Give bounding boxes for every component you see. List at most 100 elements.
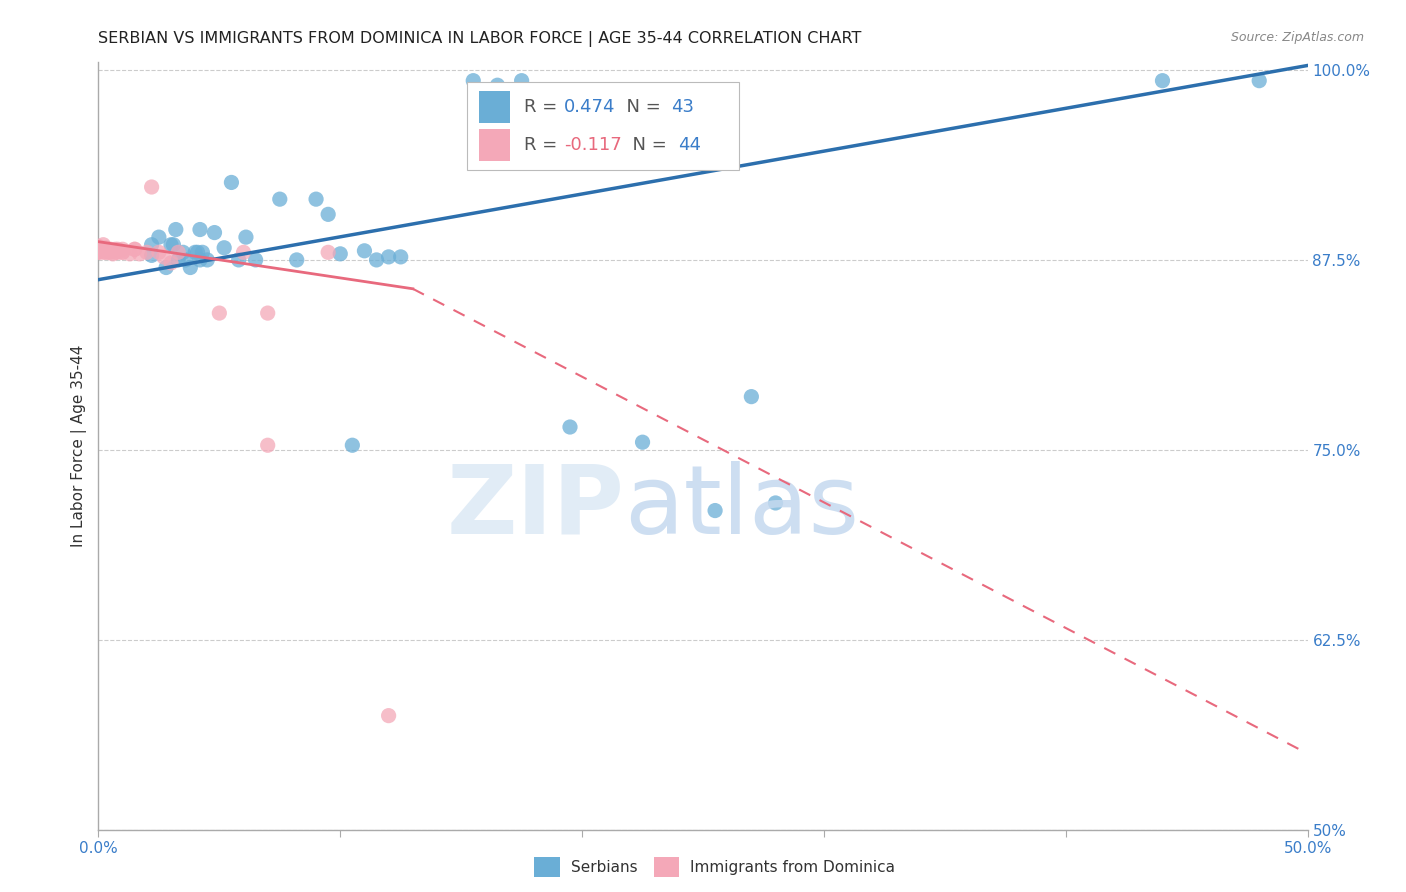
- Point: [100, 245, 122, 260]
- Point: [160, 237, 183, 252]
- Point: [740, 390, 762, 404]
- Point: [631, 435, 654, 450]
- Text: R =: R =: [524, 98, 562, 116]
- Point: [94, 245, 117, 260]
- Point: [172, 245, 194, 260]
- Point: [245, 252, 267, 267]
- Point: [486, 78, 509, 93]
- Text: 43: 43: [672, 98, 695, 116]
- Point: [305, 192, 328, 206]
- Point: [118, 247, 141, 261]
- Point: [316, 207, 339, 221]
- Point: [765, 496, 787, 510]
- Point: [100, 244, 122, 258]
- Text: Source: ZipAtlas.com: Source: ZipAtlas.com: [1230, 31, 1364, 45]
- Point: [195, 252, 218, 267]
- Point: [107, 242, 129, 256]
- Point: [704, 503, 727, 517]
- Point: [366, 252, 388, 267]
- Point: [91, 242, 114, 256]
- Text: N =: N =: [614, 98, 666, 116]
- Text: ZIP: ZIP: [447, 461, 624, 554]
- Text: 0.474: 0.474: [564, 98, 616, 116]
- Point: [87, 239, 110, 253]
- Point: [316, 245, 339, 260]
- Point: [558, 420, 581, 434]
- Text: R =: R =: [524, 136, 562, 154]
- Point: [208, 306, 231, 320]
- Point: [100, 242, 122, 256]
- Point: [91, 245, 114, 260]
- Point: [353, 244, 375, 258]
- FancyBboxPatch shape: [467, 81, 740, 169]
- Point: [135, 245, 157, 260]
- Point: [111, 245, 134, 260]
- Point: [104, 245, 127, 260]
- Point: [94, 241, 117, 255]
- Point: [463, 73, 485, 87]
- Point: [87, 241, 110, 255]
- Point: [160, 256, 183, 270]
- Point: [141, 248, 163, 262]
- Point: [256, 438, 278, 452]
- Point: [155, 260, 177, 275]
- Point: [329, 247, 352, 261]
- Text: 44: 44: [678, 136, 700, 154]
- Point: [162, 237, 184, 252]
- Point: [188, 222, 211, 236]
- Point: [188, 252, 211, 267]
- Point: [228, 252, 250, 267]
- Point: [124, 242, 146, 256]
- Point: [87, 244, 110, 258]
- Point: [179, 260, 201, 275]
- Point: [148, 245, 170, 260]
- Point: [212, 241, 235, 255]
- Y-axis label: In Labor Force | Age 35-44: In Labor Force | Age 35-44: [72, 345, 87, 547]
- Point: [1152, 73, 1174, 87]
- Point: [184, 245, 207, 260]
- Point: [152, 250, 174, 264]
- Point: [232, 245, 254, 260]
- Text: Serbians: Serbians: [571, 860, 637, 874]
- Point: [124, 242, 146, 256]
- Point: [167, 252, 190, 267]
- Point: [91, 237, 114, 252]
- Point: [111, 242, 134, 256]
- Point: [111, 245, 134, 260]
- Point: [187, 245, 209, 260]
- Point: [101, 247, 124, 261]
- Point: [87, 242, 110, 256]
- Point: [221, 176, 243, 190]
- Point: [87, 242, 110, 256]
- Point: [87, 242, 110, 256]
- Point: [510, 73, 533, 87]
- Point: [141, 180, 163, 194]
- Text: Immigrants from Dominica: Immigrants from Dominica: [690, 860, 896, 874]
- Point: [87, 245, 110, 260]
- Point: [148, 230, 170, 244]
- Point: [174, 252, 197, 267]
- Point: [141, 237, 163, 252]
- Point: [389, 250, 412, 264]
- Point: [87, 242, 110, 256]
- Point: [165, 222, 187, 236]
- Text: -0.117: -0.117: [564, 136, 621, 154]
- Text: SERBIAN VS IMMIGRANTS FROM DOMINICA IN LABOR FORCE | AGE 35-44 CORRELATION CHART: SERBIAN VS IMMIGRANTS FROM DOMINICA IN L…: [98, 31, 862, 47]
- Point: [377, 250, 399, 264]
- Point: [256, 306, 278, 320]
- Point: [342, 438, 364, 452]
- Point: [87, 245, 110, 260]
- Text: N =: N =: [621, 136, 672, 154]
- Point: [94, 242, 117, 256]
- Point: [235, 230, 257, 244]
- Point: [107, 245, 129, 260]
- Point: [191, 245, 214, 260]
- Point: [285, 252, 308, 267]
- Point: [97, 245, 120, 260]
- Text: atlas: atlas: [624, 461, 859, 554]
- Point: [377, 708, 399, 723]
- Point: [204, 226, 226, 240]
- Point: [269, 192, 291, 206]
- FancyBboxPatch shape: [479, 91, 509, 123]
- FancyBboxPatch shape: [479, 129, 509, 161]
